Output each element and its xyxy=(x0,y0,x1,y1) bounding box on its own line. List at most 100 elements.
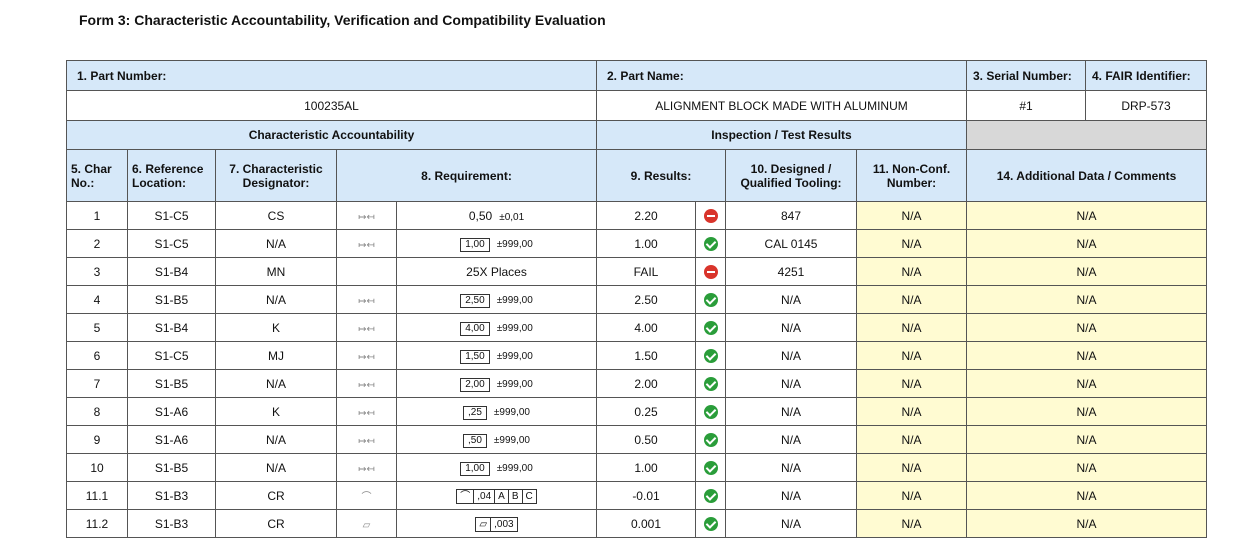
requirement[interactable]: 0,50 ±0,01 xyxy=(396,201,597,230)
reference-location[interactable]: S1-C5 xyxy=(127,201,216,230)
reference-location[interactable]: S1-B3 xyxy=(127,509,216,538)
tooling[interactable]: N/A xyxy=(725,509,857,538)
tolerance: ±999,00 xyxy=(496,294,533,306)
tooling[interactable]: N/A xyxy=(725,313,857,342)
tooling[interactable]: N/A xyxy=(725,453,857,482)
result-value[interactable]: 0.001 xyxy=(596,509,696,538)
basic-dimension: 2,50 xyxy=(460,293,490,308)
additional-comments[interactable]: N/A xyxy=(966,313,1207,342)
additional-comments[interactable]: N/A xyxy=(966,341,1207,370)
characteristic-designator[interactable]: N/A xyxy=(215,453,337,482)
part-number-value[interactable]: 100235AL xyxy=(66,90,597,121)
additional-comments[interactable]: N/A xyxy=(966,481,1207,510)
reference-location[interactable]: S1-A6 xyxy=(127,397,216,426)
characteristic-designator[interactable]: CR xyxy=(215,509,337,538)
nonconf-number[interactable]: N/A xyxy=(856,369,967,398)
reference-location[interactable]: S1-B4 xyxy=(127,313,216,342)
nonconf-number[interactable]: N/A xyxy=(856,229,967,258)
reference-location[interactable]: S1-B3 xyxy=(127,481,216,510)
additional-comments[interactable]: N/A xyxy=(966,425,1207,454)
tooling[interactable]: 847 xyxy=(725,201,857,230)
result-value[interactable]: 1.50 xyxy=(596,341,696,370)
characteristic-designator[interactable]: N/A xyxy=(215,425,337,454)
requirement[interactable]: 1,50 ±999,00 xyxy=(396,341,597,370)
nonconf-number[interactable]: N/A xyxy=(856,341,967,370)
reference-location[interactable]: S1-B5 xyxy=(127,369,216,398)
requirement[interactable]: ▱ ,003 xyxy=(396,509,597,538)
result-value[interactable]: 2.00 xyxy=(596,369,696,398)
nonconf-number[interactable]: N/A xyxy=(856,285,967,314)
additional-comments[interactable]: N/A xyxy=(966,285,1207,314)
nonconf-number[interactable]: N/A xyxy=(856,481,967,510)
result-value[interactable]: 0.25 xyxy=(596,397,696,426)
characteristic-designator[interactable]: CS xyxy=(215,201,337,230)
tolerance: ±999,00 xyxy=(496,238,533,250)
tooling[interactable]: N/A xyxy=(725,425,857,454)
characteristic-designator[interactable]: K xyxy=(215,397,337,426)
requirement[interactable]: 2,50 ±999,00 xyxy=(396,285,597,314)
requirement[interactable]: 25X Places xyxy=(396,257,597,286)
reference-location[interactable]: S1-B4 xyxy=(127,257,216,286)
fcf-cell: B xyxy=(507,489,522,503)
result-value[interactable]: 1.00 xyxy=(596,229,696,258)
reference-location[interactable]: S1-C5 xyxy=(127,229,216,258)
nonconf-number[interactable]: N/A xyxy=(856,397,967,426)
nonconf-number[interactable]: N/A xyxy=(856,425,967,454)
section-characteristic-accountability: Characteristic Accountability xyxy=(66,120,597,150)
additional-comments[interactable]: N/A xyxy=(966,257,1207,286)
reference-location[interactable]: S1-A6 xyxy=(127,425,216,454)
reference-location[interactable]: S1-B5 xyxy=(127,453,216,482)
nonconf-number[interactable]: N/A xyxy=(856,453,967,482)
reference-location[interactable]: S1-C5 xyxy=(127,341,216,370)
result-value[interactable]: 2.50 xyxy=(596,285,696,314)
tooling[interactable]: N/A xyxy=(725,397,857,426)
requirement[interactable]: 2,00 ±999,00 xyxy=(396,369,597,398)
additional-comments[interactable]: N/A xyxy=(966,229,1207,258)
additional-comments[interactable]: N/A xyxy=(966,453,1207,482)
nonconf-number[interactable]: N/A xyxy=(856,201,967,230)
result-value[interactable]: 4.00 xyxy=(596,313,696,342)
characteristic-designator[interactable]: MJ xyxy=(215,341,337,370)
part-name-value[interactable]: ALIGNMENT BLOCK MADE WITH ALUMINUM xyxy=(596,90,967,121)
result-status xyxy=(695,229,726,258)
tooling[interactable]: N/A xyxy=(725,285,857,314)
table-row: 7 S1-B5 N/A ↦↤ 2,00 ±999,00 2.00 N/A N/A N/A xyxy=(66,369,1207,398)
result-value[interactable]: 1.00 xyxy=(596,453,696,482)
nonconf-number[interactable]: N/A xyxy=(856,509,967,538)
check-circle-icon xyxy=(703,404,718,419)
additional-comments[interactable]: N/A xyxy=(966,369,1207,398)
characteristic-designator[interactable]: MN xyxy=(215,257,337,286)
tooling[interactable]: N/A xyxy=(725,369,857,398)
reference-location[interactable]: S1-B5 xyxy=(127,285,216,314)
result-value[interactable]: 0.50 xyxy=(596,425,696,454)
tooling[interactable]: N/A xyxy=(725,481,857,510)
result-value[interactable]: FAIL xyxy=(596,257,696,286)
requirement[interactable]: ,25 ±999,00 xyxy=(396,397,597,426)
result-value[interactable]: 2.20 xyxy=(596,201,696,230)
nonconf-number[interactable]: N/A xyxy=(856,313,967,342)
additional-comments[interactable]: N/A xyxy=(966,509,1207,538)
requirement-symbol: ⌒ xyxy=(336,481,397,510)
serial-number-value[interactable]: #1 xyxy=(966,90,1086,121)
fair-identifier-value[interactable]: DRP-573 xyxy=(1085,90,1207,121)
tooling[interactable]: 4251 xyxy=(725,257,857,286)
check-circle-icon xyxy=(703,432,718,447)
characteristic-designator[interactable]: N/A xyxy=(215,229,337,258)
characteristic-designator[interactable]: N/A xyxy=(215,369,337,398)
additional-comments[interactable]: N/A xyxy=(966,201,1207,230)
characteristic-designator[interactable]: CR xyxy=(215,481,337,510)
result-value[interactable]: -0.01 xyxy=(596,481,696,510)
tooling[interactable]: N/A xyxy=(725,341,857,370)
requirement[interactable]: 4,00 ±999,00 xyxy=(396,313,597,342)
nonconf-number[interactable]: N/A xyxy=(856,257,967,286)
requirement[interactable]: ⌒ ,04 A B C xyxy=(396,481,597,510)
characteristic-designator[interactable]: N/A xyxy=(215,285,337,314)
requirement[interactable]: 1,00 ±999,00 xyxy=(396,229,597,258)
additional-comments[interactable]: N/A xyxy=(966,397,1207,426)
tooling[interactable]: CAL 0145 xyxy=(725,229,857,258)
characteristic-designator[interactable]: K xyxy=(215,313,337,342)
requirement[interactable]: 1,00 ±999,00 xyxy=(396,453,597,482)
dimension-arrow-icon: ↦↤ xyxy=(358,435,375,447)
table-row: 8 S1-A6 K ↦↤ ,25 ±999,00 0.25 N/A N/A N/A xyxy=(66,397,1207,426)
requirement[interactable]: ,50 ±999,00 xyxy=(396,425,597,454)
